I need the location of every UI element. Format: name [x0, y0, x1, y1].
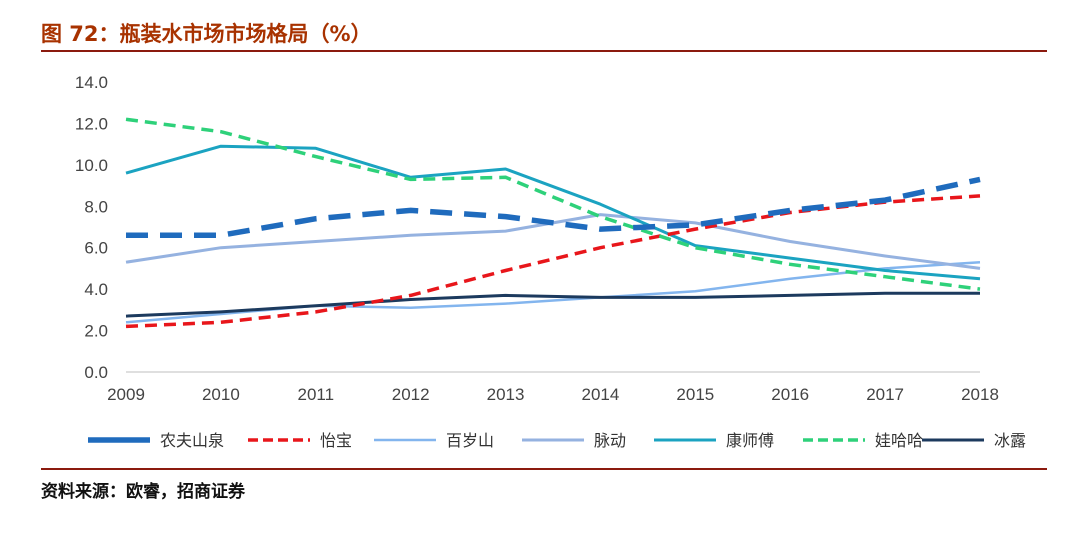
- x-tick-label: 2016: [771, 385, 809, 404]
- series-line: [125, 117, 981, 291]
- legend-label: 脉动: [594, 431, 626, 450]
- figure-title: 图 72：瓶装水市场市场格局（%）: [41, 22, 372, 46]
- legend-label: 康师傅: [726, 431, 774, 450]
- legend-label: 怡宝: [320, 431, 352, 450]
- series-line: [125, 144, 981, 281]
- series-line: [125, 194, 981, 329]
- series-line: [125, 291, 980, 318]
- legend-label: 娃哈哈: [875, 431, 923, 450]
- x-tick-label: 2014: [582, 385, 620, 404]
- y-tick-label: 4.0: [84, 280, 108, 299]
- y-tick-label: 0.0: [84, 363, 108, 382]
- legend-label: 冰露: [994, 431, 1026, 450]
- series-line: [126, 176, 981, 239]
- y-tick-label: 12.0: [75, 114, 108, 133]
- x-tick-label: 2011: [297, 385, 334, 404]
- source-note: 资料来源：欧睿，招商证券: [41, 482, 245, 502]
- x-tick-label: 2009: [107, 385, 145, 404]
- legend-label: 农夫山泉: [160, 431, 224, 450]
- series-layer: [125, 117, 981, 329]
- chart-legend: 农夫山泉 怡宝 百岁山 脉动 康师傅 娃哈哈 冰露: [88, 431, 1026, 450]
- x-tick-label: 2017: [866, 385, 904, 404]
- y-tick-label: 6.0: [84, 239, 108, 258]
- legend-label: 百岁山: [446, 431, 494, 450]
- title-rule: [41, 50, 1047, 52]
- x-tick-label: 2012: [392, 385, 430, 404]
- x-tick-label: 2015: [676, 385, 714, 404]
- x-tick-label: 2018: [961, 385, 999, 404]
- y-tick-label: 14.0: [75, 73, 108, 92]
- x-tick-label: 2013: [487, 385, 525, 404]
- y-tick-label: 10.0: [75, 156, 108, 175]
- chart-axes: 0.0 2.0 4.0 6.0 8.0 10.0 12.0 14.0 2009 2010 2011 2…: [75, 73, 999, 404]
- y-tick-label: 2.0: [84, 322, 108, 341]
- source-rule: [41, 468, 1047, 470]
- y-tick-label: 8.0: [84, 197, 108, 216]
- x-tick-label: 2010: [202, 385, 240, 404]
